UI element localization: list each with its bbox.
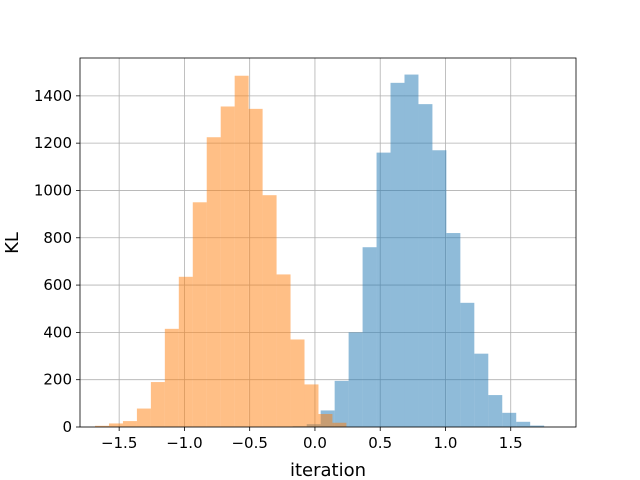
x-tick-label: 1.0 <box>434 434 458 452</box>
histogram-bar <box>530 425 545 427</box>
x-axis-ticks: −1.5 −1.0 −0.5 0.0 0.5 1.0 1.5 <box>101 427 523 452</box>
histogram-bars <box>95 74 545 428</box>
y-tick-label: 200 <box>43 371 72 389</box>
histogram-bar <box>460 302 475 427</box>
histogram-bar <box>95 425 109 427</box>
histogram-bar <box>502 412 517 427</box>
histogram-bar <box>262 195 277 427</box>
x-tick-label: −1.0 <box>166 434 202 452</box>
x-tick-label: −0.5 <box>231 434 267 452</box>
histogram-bar <box>404 74 419 428</box>
histogram-bar <box>206 137 221 427</box>
plot-frame <box>79 57 577 428</box>
histogram-bar <box>418 104 433 427</box>
y-tick-label: 800 <box>43 229 72 247</box>
histogram-bar <box>362 247 377 427</box>
histogram-bar <box>304 384 319 427</box>
x-axis-label: iteration <box>290 460 366 480</box>
x-tick-label: 0.5 <box>368 434 392 452</box>
histogram-bar <box>290 339 305 427</box>
histogram-bar <box>390 82 405 427</box>
x-tick-label: 0.0 <box>303 434 327 452</box>
histogram-bar <box>446 233 461 427</box>
y-tick-label: 1400 <box>34 87 72 105</box>
histogram-bar <box>178 276 193 427</box>
histogram-bar <box>192 202 207 427</box>
x-tick-label: −1.5 <box>101 434 137 452</box>
histogram-bar <box>248 108 263 427</box>
histogram-bar <box>108 423 123 427</box>
y-tick-label: 400 <box>43 323 72 341</box>
histogram-bar <box>332 422 347 427</box>
histogram-bar <box>488 395 503 427</box>
histogram-bar <box>164 328 179 427</box>
histogram-bar <box>334 380 349 427</box>
histogram-bar <box>376 152 391 427</box>
histogram-bar <box>136 408 151 427</box>
histogram-bar <box>474 353 489 427</box>
histogram-bar <box>234 75 249 427</box>
histogram-bar <box>122 421 137 427</box>
histogram-bar <box>348 332 363 427</box>
y-tick-label: 0 <box>62 418 72 436</box>
histogram-bar <box>276 274 291 427</box>
y-axis-label: KL <box>2 232 23 254</box>
histogram-bar <box>150 382 165 427</box>
histogram-bar <box>432 150 447 427</box>
x-tick-label: 1.5 <box>499 434 523 452</box>
y-tick-label: 1200 <box>34 134 72 152</box>
histogram-bar <box>220 106 235 427</box>
histogram-bar <box>516 421 531 427</box>
y-tick-label: 600 <box>43 276 72 294</box>
histogram-bar <box>318 413 333 427</box>
y-axis-ticks: 0 200 400 600 800 1000 1200 1400 <box>34 87 80 436</box>
y-tick-label: 1000 <box>34 181 72 199</box>
